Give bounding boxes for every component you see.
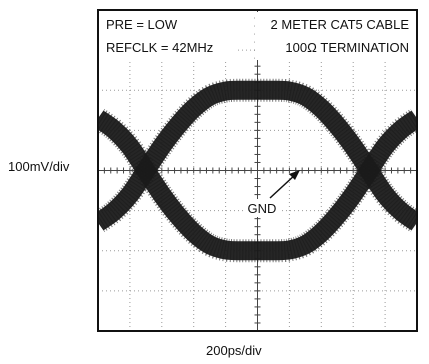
annotation-right-line: 2 METER CAT5 CABLE bbox=[271, 17, 410, 32]
annotation-left-line: PRE = LOW bbox=[106, 17, 178, 32]
gnd-label: GND bbox=[248, 201, 277, 216]
gnd-arrow-shaft bbox=[269, 173, 297, 199]
x-axis-label: 200ps/div bbox=[206, 343, 262, 358]
annotation-box-left bbox=[100, 12, 236, 60]
gnd-label-box bbox=[244, 199, 280, 217]
plot-frame bbox=[97, 9, 418, 332]
eye-trace-noise-2 bbox=[98, 78, 417, 233]
annotation-left-line: REFCLK = 42MHz bbox=[106, 40, 213, 55]
y-axis-label: 100mV/div bbox=[8, 159, 70, 174]
annotation-box-right bbox=[255, 12, 415, 60]
annotation-right-line: 100Ω TERMINATION bbox=[285, 40, 409, 55]
gnd-arrow-head bbox=[289, 170, 300, 180]
